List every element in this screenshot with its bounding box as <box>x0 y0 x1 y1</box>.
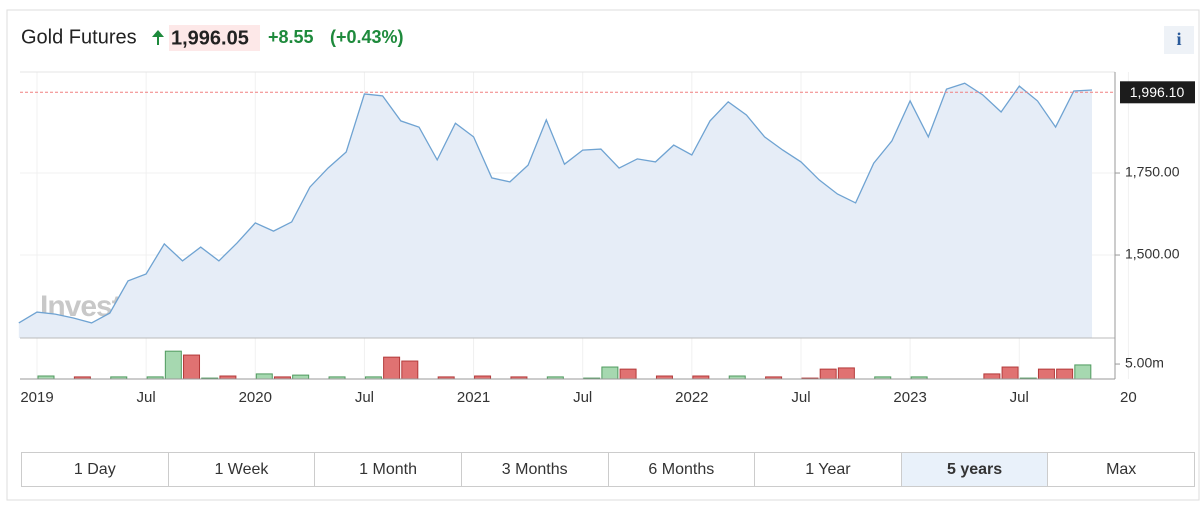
x-tick-label: Jul <box>355 389 374 406</box>
volume-bar <box>383 356 401 380</box>
x-tick-label: 2022 <box>675 389 708 406</box>
range-button[interactable]: 1 Month <box>315 453 462 486</box>
last-price-box <box>1120 81 1195 104</box>
x-tick-label: Jul <box>573 389 592 406</box>
range-button[interactable]: 6 Months <box>609 453 756 486</box>
volume-bar <box>255 373 273 380</box>
volume-bar <box>601 366 619 380</box>
range-button[interactable]: 1 Year <box>755 453 902 486</box>
y-tick-label: 1,500.00 <box>1125 246 1180 262</box>
x-tick-label: Jul <box>791 389 810 406</box>
price-line <box>18 82 1093 324</box>
info-icon[interactable]: i <box>1176 29 1181 49</box>
up-arrow <box>152 30 164 45</box>
volume-bar <box>819 368 837 380</box>
x-tick-label: 2023 <box>893 389 926 406</box>
volume-bar <box>401 360 419 380</box>
volume-bar <box>1056 368 1074 380</box>
price-area <box>18 83 1093 338</box>
volume-bar <box>292 374 310 380</box>
range-buttons: 1 Day 1 Week 1 Month 3 Months 6 Months 1 Year… <box>21 452 1195 487</box>
last-price-label: 1,996.10 <box>1130 84 1185 100</box>
x-tick-label: 20 <box>1120 389 1137 406</box>
info-button[interactable] <box>1164 26 1194 54</box>
x-tick-label: 2021 <box>457 389 490 406</box>
range-button[interactable]: 5 years <box>901 453 1049 486</box>
volume-tick-label: 5.00m <box>1125 355 1164 371</box>
volume-bar <box>619 368 637 380</box>
x-tick-label: 2020 <box>239 389 272 406</box>
volume-bar <box>983 373 1001 380</box>
price-highlight <box>169 25 260 51</box>
range-button[interactable]: Max <box>1106 460 1137 478</box>
range-button[interactable]: 3 Months <box>462 453 609 486</box>
volume-bar <box>837 367 855 380</box>
volume-bar <box>1074 364 1092 380</box>
volume-bar <box>183 354 201 380</box>
change-pct: (+0.43%) <box>330 27 404 47</box>
title: Gold Futures <box>21 26 137 48</box>
range-button[interactable]: 1 Week <box>169 453 316 486</box>
volume-bar <box>1001 366 1019 380</box>
x-tick-label: Jul <box>1010 389 1029 406</box>
price: 1,996.05 <box>171 27 249 49</box>
y-tick-label: 1,750.00 <box>1125 164 1180 180</box>
change: +8.55 <box>268 27 314 47</box>
x-tick-label: 2019 <box>20 389 53 406</box>
volume-bar <box>1037 368 1055 380</box>
frame <box>6 9 1200 501</box>
volume-bar <box>164 350 182 380</box>
x-tick-label: Jul <box>137 389 156 406</box>
range-button[interactable]: 1 Day <box>22 453 169 486</box>
